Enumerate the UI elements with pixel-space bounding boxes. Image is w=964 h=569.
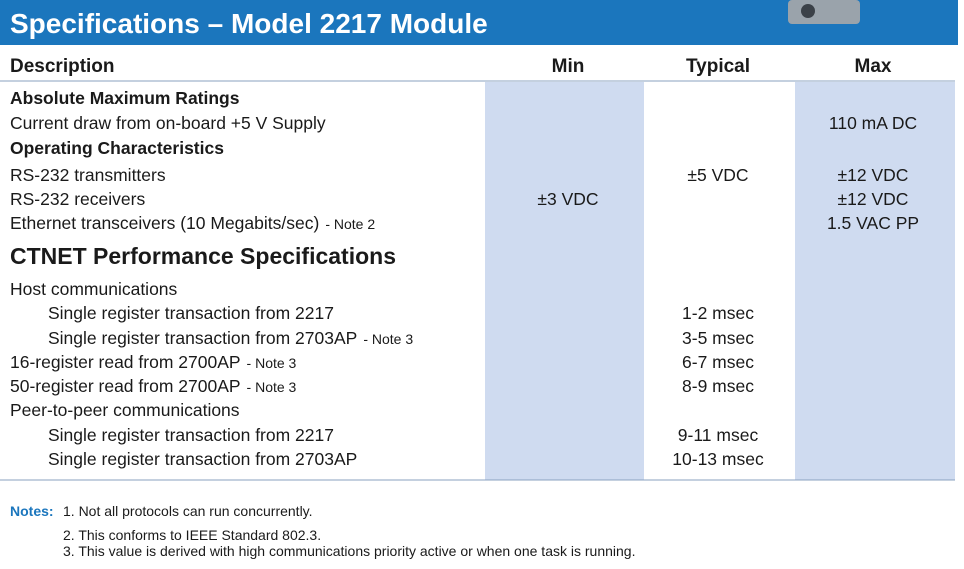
cell-typical: 8-9 msec <box>682 376 754 396</box>
note-item: 2. This conforms to IEEE Standard 802.3. <box>63 527 321 543</box>
row-description: Single register transaction from 2703AP <box>48 449 357 469</box>
row-description: 16-register read from 2700AP - Note 3 <box>10 352 297 372</box>
note-ref: - Note 3 <box>247 355 297 371</box>
description-text: Ethernet transceivers (10 Megabits/sec) <box>10 213 319 233</box>
description-text: RS-232 receivers <box>10 189 145 209</box>
cell-typical: 1-2 msec <box>682 303 754 323</box>
note-item: 1. Not all protocols can run concurrentl… <box>63 503 313 519</box>
description-text: Operating Characteristics <box>10 138 224 158</box>
cell-typical: 10-13 msec <box>672 449 764 469</box>
description-text: Single register transaction from 2217 <box>48 425 334 445</box>
cell-typical: 9-11 msec <box>678 425 759 445</box>
row-description: Single register transaction from 2217 <box>48 303 334 323</box>
note-ref: - Note 3 <box>247 379 297 395</box>
cell-typical: ±5 VDC <box>687 165 748 185</box>
cell-typical: 6-7 msec <box>682 352 754 372</box>
min-column-shade <box>485 82 644 480</box>
note-ref: - Note 3 <box>363 331 413 347</box>
cell-max: ±12 VDC <box>838 165 909 185</box>
row-description: Ethernet transceivers (10 Megabits/sec) -… <box>10 213 375 233</box>
row-description: Peer-to-peer communications <box>10 400 240 420</box>
title: Specifications – Model 2217 Module <box>10 8 488 39</box>
row-description: Operating Characteristics <box>10 138 224 158</box>
note-item: 3. This value is derived with high commu… <box>63 543 635 559</box>
row-description: Host communications <box>10 279 178 299</box>
row-description: Single register transaction from 2703AP -… <box>48 328 413 348</box>
row-description: RS-232 transmitters <box>10 165 166 185</box>
cell-max: ±12 VDC <box>838 189 909 209</box>
description-text: 16-register read from 2700AP <box>10 352 241 372</box>
row-description: Single register transaction from 2217 <box>48 425 334 445</box>
cell-max: 110 mA DC <box>829 113 917 133</box>
section-title: CTNET Performance Specifications <box>10 243 396 269</box>
column-header: Typical <box>686 56 750 77</box>
column-header: Description <box>10 56 115 77</box>
description-text: Single register transaction from 2703AP <box>48 449 357 469</box>
description-text: Single register transaction from 2703AP <box>48 328 357 348</box>
row-description: RS-232 receivers <box>10 189 145 209</box>
max-column-shade <box>795 82 955 480</box>
description-text: Absolute Maximum Ratings <box>10 88 240 108</box>
description-text: Host communications <box>10 279 178 299</box>
notes-label: Notes: <box>10 503 54 519</box>
cell-min: ±3 VDC <box>537 189 598 209</box>
row-description: 50-register read from 2700AP - Note 3 <box>10 376 297 396</box>
description-text: Current draw from on-board +5 V Supply <box>10 113 326 133</box>
column-header: Min <box>552 56 585 77</box>
row-description: Absolute Maximum Ratings <box>10 88 240 108</box>
column-header: Max <box>855 56 892 77</box>
cell-max: 1.5 VAC PP <box>827 213 919 233</box>
row-description: Current draw from on-board +5 V Supply <box>10 113 326 133</box>
module-image <box>788 0 860 24</box>
note-ref: - Note 2 <box>325 216 375 232</box>
module-connector <box>801 4 815 18</box>
description-text: RS-232 transmitters <box>10 165 166 185</box>
description-text: 50-register read from 2700AP <box>10 376 241 396</box>
cell-typical: 3-5 msec <box>682 328 754 348</box>
description-text: Single register transaction from 2217 <box>48 303 334 323</box>
description-text: Peer-to-peer communications <box>10 400 240 420</box>
